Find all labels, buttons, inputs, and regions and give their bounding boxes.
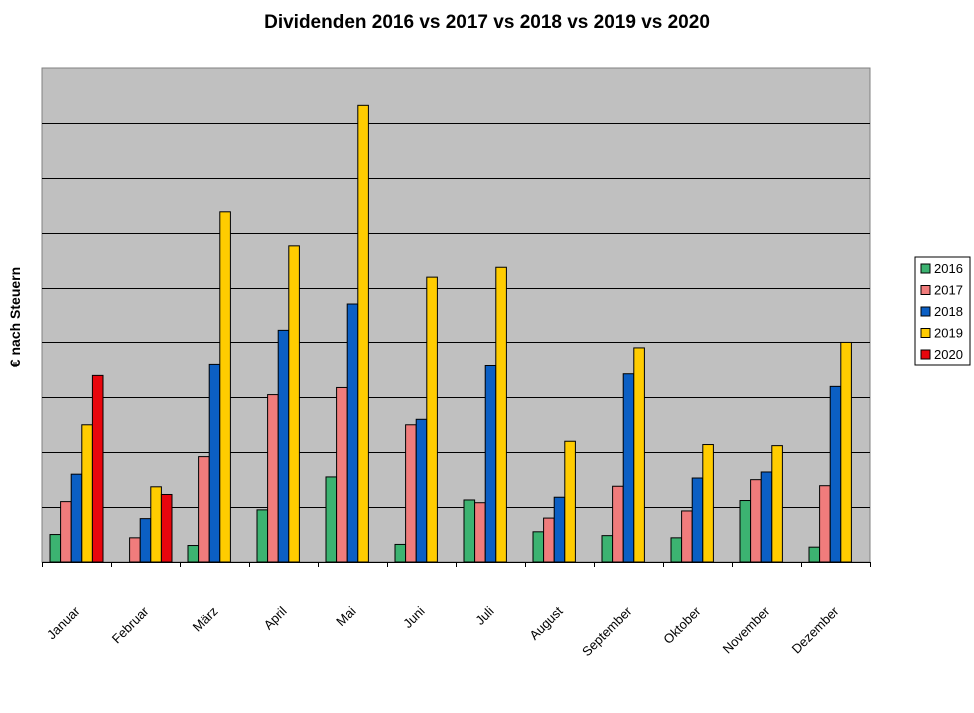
legend-label-2020: 2020 xyxy=(934,347,963,362)
bar-2016-7 xyxy=(532,531,545,563)
bar-2016-9 xyxy=(670,537,683,563)
bar-2019-9 xyxy=(702,444,714,563)
bar-2016-0 xyxy=(49,534,62,563)
bar-2017-3 xyxy=(267,394,279,563)
bar-2020-0 xyxy=(91,374,104,563)
x-tick-label: April xyxy=(261,603,290,632)
bar-2018-4 xyxy=(346,303,359,563)
x-tick-label: November xyxy=(720,603,773,656)
bar-2019-7 xyxy=(564,440,576,563)
bar-2016-11 xyxy=(808,546,821,563)
bar-2017-9 xyxy=(681,510,693,563)
bar-2016-4 xyxy=(325,476,338,563)
bar-2019-8 xyxy=(633,347,645,563)
legend-swatch-2019 xyxy=(920,328,931,338)
bar-2017-4 xyxy=(336,386,348,563)
bar-2019-1 xyxy=(150,486,162,563)
bar-2018-0 xyxy=(70,473,83,563)
legend: 2016 2017 2018 2019 2020 xyxy=(914,256,971,366)
bar-2016-6 xyxy=(463,499,476,563)
bar-2019-6 xyxy=(495,266,507,563)
y-axis-label: € nach Steuern xyxy=(7,267,23,367)
bar-2019-0 xyxy=(81,424,93,563)
x-tick-label: Juni xyxy=(400,603,428,631)
x-tick-label: Oktober xyxy=(660,603,704,647)
bar-2016-10 xyxy=(739,500,752,563)
bar-2017-5 xyxy=(405,424,417,563)
bar-2019-2 xyxy=(219,211,231,563)
bar-2017-8 xyxy=(612,485,624,563)
bar-2018-1 xyxy=(139,518,152,563)
x-tick-label: Mai xyxy=(333,603,358,628)
bar-2016-3 xyxy=(256,509,269,563)
bar-2018-10 xyxy=(760,471,773,563)
legend-swatch-2017 xyxy=(920,285,931,295)
bar-2016-8 xyxy=(601,535,614,563)
bar-2018-9 xyxy=(691,477,704,563)
bar-2018-5 xyxy=(415,418,428,563)
legend-swatch-2020 xyxy=(920,349,931,360)
x-tick-label: Juli xyxy=(472,603,496,627)
x-tick-label: August xyxy=(526,603,565,642)
bar-2018-6 xyxy=(484,364,497,563)
bar-2019-3 xyxy=(288,245,300,563)
legend-label-2016: 2016 xyxy=(934,261,963,276)
bar-2016-5 xyxy=(394,543,407,563)
bar-2018-7 xyxy=(553,496,566,563)
gridlines xyxy=(42,123,870,508)
x-tick-labels: Januar Februar März April Mai Juni Juli August S… xyxy=(44,603,842,659)
bar-2017-7 xyxy=(543,517,555,563)
x-tick-label: Februar xyxy=(109,603,152,646)
bar-2020-1 xyxy=(160,493,173,563)
bar-2018-3 xyxy=(277,329,290,563)
bar-2017-10 xyxy=(750,479,762,563)
bar-2018-2 xyxy=(208,363,221,563)
bar-2016-2 xyxy=(187,545,200,563)
x-tick-label: Dezember xyxy=(789,603,842,656)
x-tick-label: September xyxy=(579,603,635,659)
bar-2017-11 xyxy=(819,485,831,563)
bar-2017-6 xyxy=(474,502,486,563)
legend-label-2019: 2019 xyxy=(934,326,963,341)
legend-label-2018: 2018 xyxy=(934,304,963,319)
bar-2018-11 xyxy=(829,385,842,563)
bar-2017-2 xyxy=(198,456,210,563)
bar-2017-1 xyxy=(129,537,141,563)
legend-label-2017: 2017 xyxy=(934,283,963,298)
bar-2018-8 xyxy=(622,373,635,563)
bar-2019-4 xyxy=(357,104,369,563)
bar-2019-10 xyxy=(771,445,783,563)
legend-swatch-2016 xyxy=(920,263,931,274)
legend-swatch-2018 xyxy=(920,306,931,317)
bar-2019-5 xyxy=(426,276,438,563)
plot-area xyxy=(41,67,871,563)
chart-title: Dividenden 2016 vs 2017 vs 2018 vs 2019 … xyxy=(264,12,710,33)
bar-2017-0 xyxy=(60,501,72,563)
bar-2019-11 xyxy=(840,341,852,563)
x-axis xyxy=(42,562,871,567)
x-tick-label: März xyxy=(190,604,221,635)
x-tick-label: Januar xyxy=(44,603,83,642)
